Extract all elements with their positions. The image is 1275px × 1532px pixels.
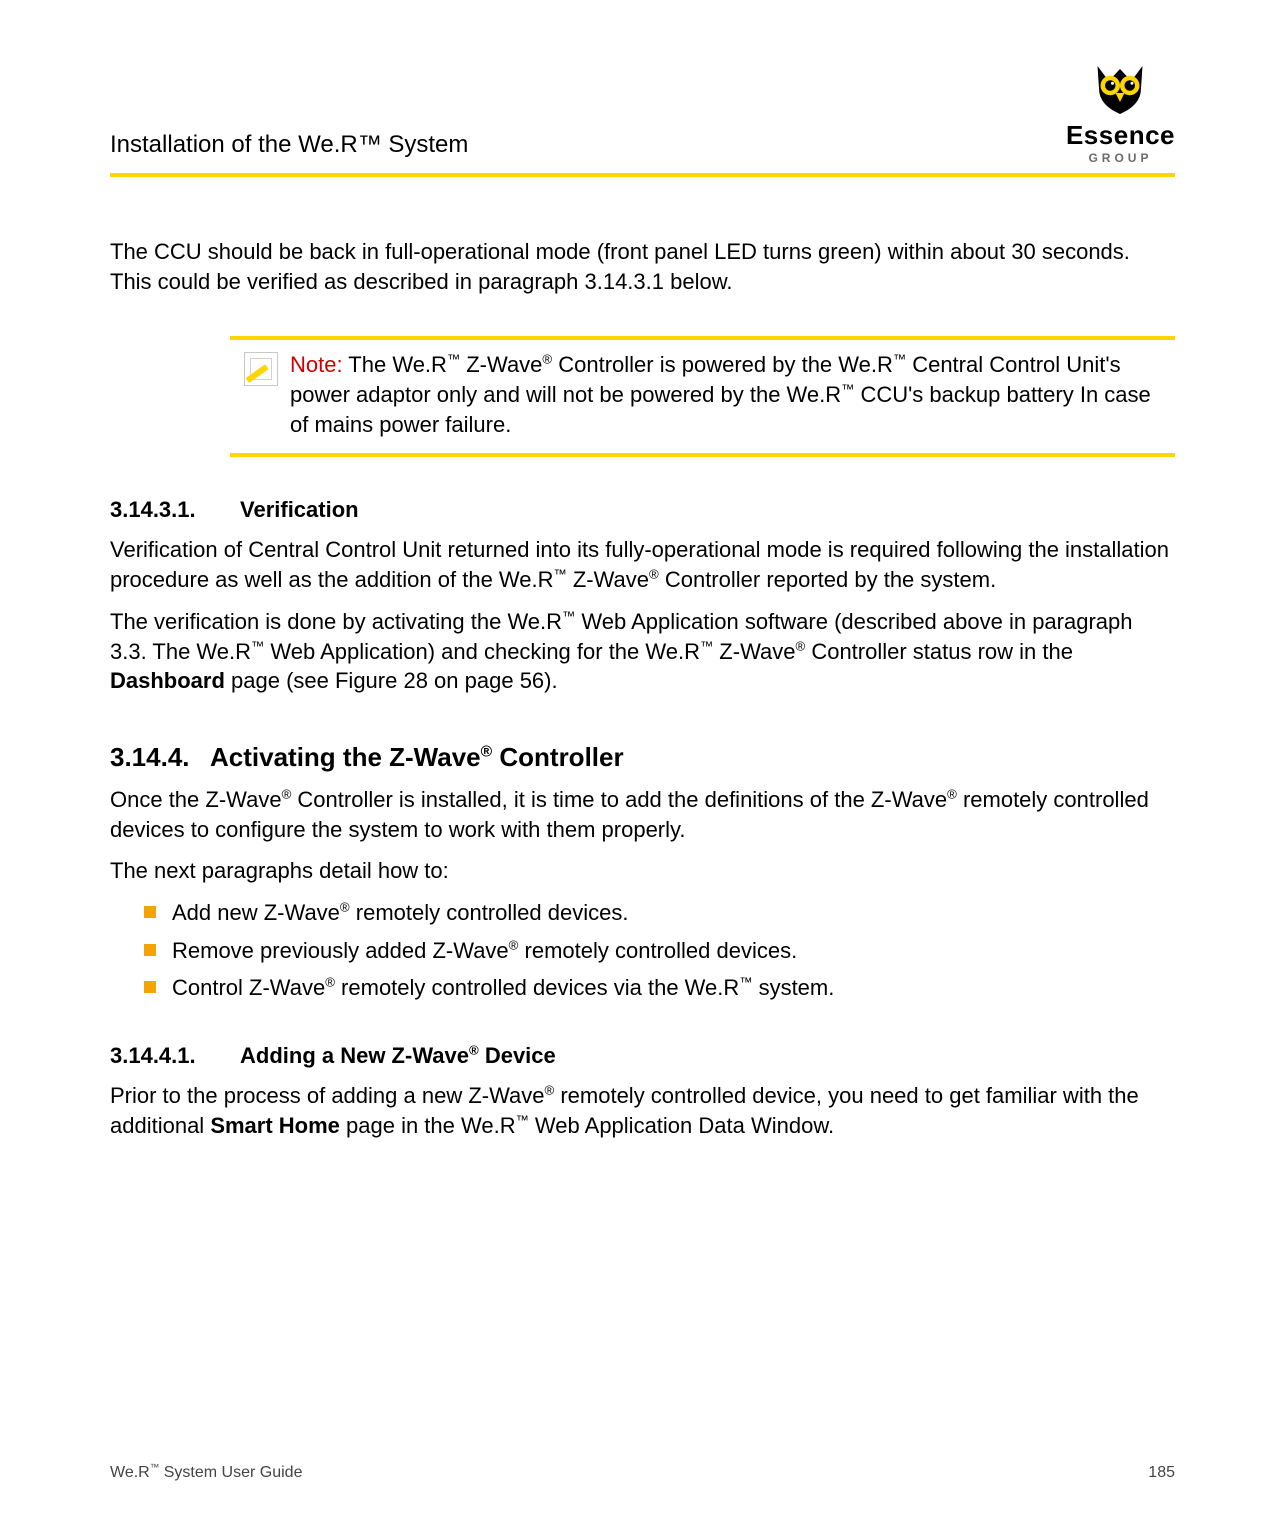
para-31431-1: Verification of Central Control Unit ret… bbox=[110, 535, 1175, 594]
para-31431-2: The verification is done by activating t… bbox=[110, 607, 1175, 696]
page-header: Installation of the We.R™ System Essence… bbox=[110, 60, 1175, 165]
list-item: Remove previously added Z-Wave® remotely… bbox=[144, 936, 1175, 966]
list-item: Add new Z-Wave® remotely controlled devi… bbox=[144, 898, 1175, 928]
para-31441: Prior to the process of adding a new Z-W… bbox=[110, 1081, 1175, 1140]
note-label: Note: bbox=[290, 352, 343, 377]
dashboard-ref: Dashboard bbox=[110, 668, 225, 693]
square-bullet-icon bbox=[144, 944, 156, 956]
page-footer: We.R™ System User Guide 185 bbox=[110, 1464, 1175, 1482]
brand-name: Essence bbox=[1066, 120, 1175, 151]
note-text: Note: The We.R™ Z-Wave® Controller is po… bbox=[290, 350, 1161, 439]
para-3144-2: The next paragraphs detail how to: bbox=[110, 856, 1175, 886]
brand-logo: Essence GROUP bbox=[1066, 60, 1175, 165]
intro-paragraph: The CCU should be back in full-operation… bbox=[110, 237, 1175, 296]
header-rule bbox=[110, 173, 1175, 177]
bullet-list: Add new Z-Wave® remotely controlled devi… bbox=[144, 898, 1175, 1003]
note-box: Note: The We.R™ Z-Wave® Controller is po… bbox=[230, 336, 1175, 457]
square-bullet-icon bbox=[144, 906, 156, 918]
note-icon bbox=[244, 352, 278, 386]
footer-left: We.R™ System User Guide bbox=[110, 1464, 302, 1482]
heading-31441: 3.14.4.1.Adding a New Z-Wave® Device bbox=[110, 1043, 1175, 1069]
smarthome-ref: Smart Home bbox=[210, 1113, 340, 1138]
para-3144-1: Once the Z-Wave® Controller is installed… bbox=[110, 785, 1175, 844]
list-item: Control Z-Wave® remotely controlled devi… bbox=[144, 973, 1175, 1003]
square-bullet-icon bbox=[144, 981, 156, 993]
brand-sub: GROUP bbox=[1088, 151, 1152, 165]
heading-3144: 3.14.4.Activating the Z-Wave® Controller bbox=[110, 742, 1175, 773]
page-number: 185 bbox=[1148, 1464, 1175, 1482]
heading-31431: 3.14.3.1.Verification bbox=[110, 497, 1175, 523]
owl-icon bbox=[1080, 60, 1160, 120]
header-title: Installation of the We.R™ System bbox=[110, 131, 468, 165]
